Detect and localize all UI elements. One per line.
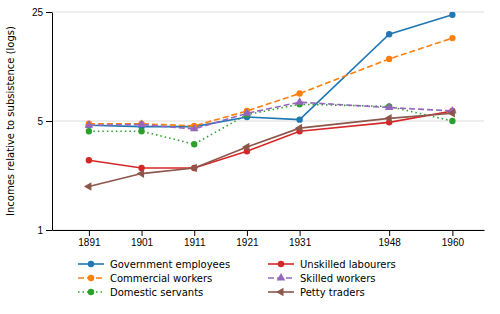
marker bbox=[191, 141, 197, 147]
series bbox=[84, 109, 455, 191]
tick-label: 1 bbox=[37, 225, 43, 236]
marker bbox=[386, 31, 392, 37]
marker bbox=[384, 114, 391, 123]
line bbox=[89, 38, 453, 126]
chart: 18911901191119211931194819601525Incomes … bbox=[0, 0, 500, 314]
tick-label: 1948 bbox=[379, 237, 402, 248]
legend-label: Government employees bbox=[110, 259, 230, 270]
marker bbox=[449, 118, 455, 124]
tick-mark bbox=[46, 121, 52, 122]
legend-entry: Domestic servants bbox=[78, 287, 203, 298]
marker bbox=[86, 128, 92, 134]
tick-label: 1901 bbox=[131, 237, 154, 248]
marker bbox=[295, 97, 304, 104]
marker bbox=[243, 108, 252, 115]
grid-line bbox=[52, 230, 484, 231]
tick-label: 1911 bbox=[184, 237, 206, 248]
legend-label: Skilled workers bbox=[300, 273, 375, 284]
tick-mark bbox=[247, 230, 248, 236]
marker bbox=[137, 169, 144, 178]
legend-entry: Petty traders bbox=[268, 287, 365, 298]
tick-mark bbox=[46, 12, 52, 13]
legend-entry: Commercial workers bbox=[78, 273, 212, 284]
tick: 5 bbox=[37, 116, 52, 127]
tick: 1948 bbox=[379, 230, 402, 248]
tick-mark bbox=[194, 230, 195, 236]
legend-entry: Government employees bbox=[78, 259, 230, 270]
legend-marker bbox=[88, 261, 94, 267]
tick: 1911 bbox=[184, 230, 206, 248]
axis-line bbox=[52, 13, 53, 231]
tick-mark bbox=[452, 230, 453, 236]
marker bbox=[242, 143, 249, 152]
marker bbox=[447, 109, 454, 118]
tick: 1931 bbox=[289, 230, 312, 248]
series bbox=[86, 101, 456, 147]
line bbox=[89, 15, 453, 127]
marker bbox=[189, 164, 196, 173]
legend-marker bbox=[88, 289, 94, 295]
marker bbox=[190, 124, 199, 131]
marker bbox=[296, 90, 302, 96]
series bbox=[86, 12, 456, 130]
marker bbox=[138, 128, 144, 134]
legend-label: Petty traders bbox=[300, 287, 365, 298]
tick-mark bbox=[46, 230, 52, 231]
grid bbox=[52, 12, 484, 230]
series bbox=[86, 35, 456, 129]
axis-line bbox=[53, 230, 485, 231]
tick: 1901 bbox=[131, 230, 154, 248]
line bbox=[89, 102, 453, 129]
tick-label: 1931 bbox=[289, 237, 312, 248]
tick: 25 bbox=[32, 7, 52, 18]
marker bbox=[296, 116, 302, 122]
x-axis: 1891 1901 1911 1921 1931 1948 1960 bbox=[53, 230, 485, 248]
series-group bbox=[84, 12, 457, 191]
tick: 1891 bbox=[78, 230, 101, 248]
marker bbox=[449, 35, 455, 41]
legend-marker bbox=[277, 273, 286, 280]
legend-marker bbox=[88, 275, 94, 281]
legend: Government employees Commercial workers Do… bbox=[78, 259, 396, 298]
tick-mark bbox=[300, 230, 301, 236]
legend-entry: Unskilled labourers bbox=[268, 259, 396, 270]
marker bbox=[137, 120, 146, 127]
plot-area: 18911901191119211931194819601525 bbox=[32, 7, 485, 248]
grid-line bbox=[52, 12, 484, 13]
marker bbox=[84, 182, 91, 191]
marker bbox=[449, 12, 455, 18]
tick: 1960 bbox=[442, 230, 465, 248]
tick-mark bbox=[89, 230, 90, 236]
line bbox=[89, 111, 453, 168]
legend-label: Unskilled labourers bbox=[300, 259, 396, 270]
tick-label: 1921 bbox=[236, 237, 259, 248]
tick-label: 5 bbox=[37, 116, 43, 127]
tick-label: 25 bbox=[32, 7, 44, 18]
legend-label: Commercial workers bbox=[110, 273, 212, 284]
marker bbox=[86, 157, 92, 163]
tick: 1921 bbox=[236, 230, 259, 248]
marker bbox=[385, 103, 394, 110]
line bbox=[89, 113, 453, 186]
marker bbox=[85, 120, 94, 127]
legend-marker bbox=[278, 261, 284, 267]
legend-marker bbox=[276, 288, 283, 297]
axis-title: Incomes relative to subsistence (logs) bbox=[5, 26, 16, 216]
y-axis: 1525 bbox=[32, 7, 53, 236]
tick-mark bbox=[142, 230, 143, 236]
tick-label: 1960 bbox=[442, 237, 465, 248]
marker bbox=[386, 56, 392, 62]
series bbox=[85, 97, 457, 131]
grid-line bbox=[52, 121, 484, 122]
tick: 1 bbox=[37, 225, 52, 236]
tick-label: 1891 bbox=[78, 237, 101, 248]
marker bbox=[295, 124, 302, 133]
tick-mark bbox=[389, 230, 390, 236]
legend-entry: Skilled workers bbox=[268, 273, 375, 284]
legend-label: Domestic servants bbox=[110, 287, 203, 298]
